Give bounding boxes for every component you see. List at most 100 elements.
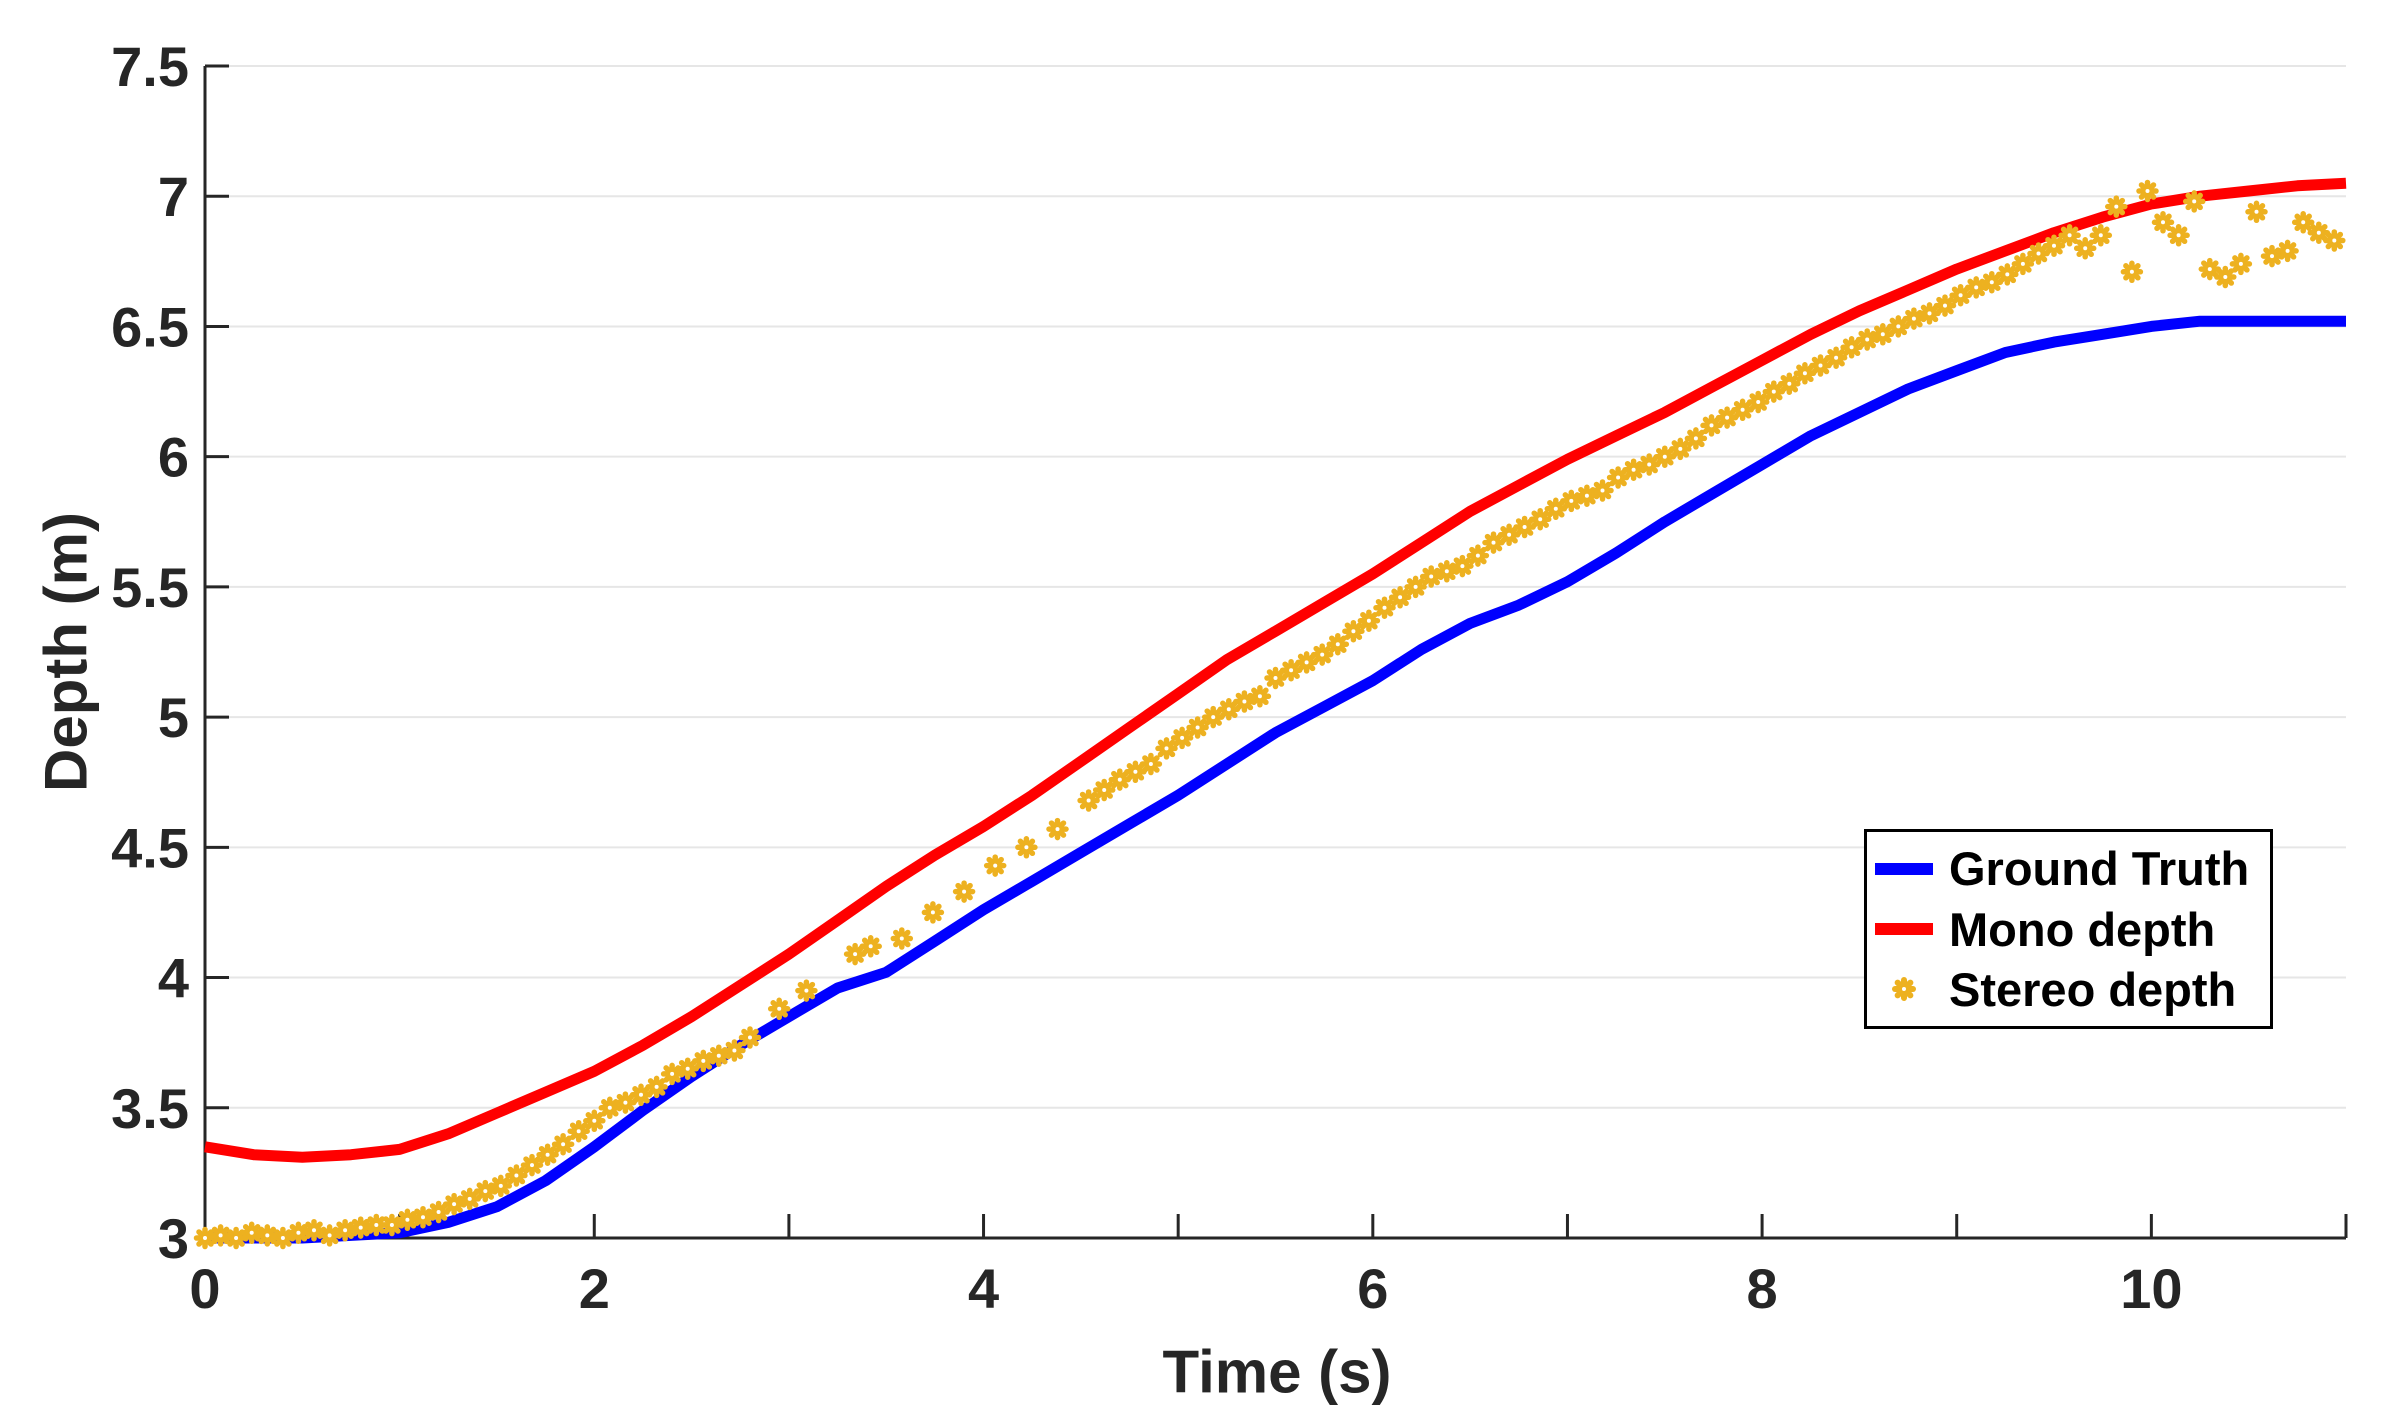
stereo-depth-marker-center — [2114, 204, 2119, 209]
stereo-depth-marker-center — [2176, 233, 2181, 238]
stereo-depth-marker-center — [296, 1230, 301, 1235]
stereo-depth-marker — [2260, 244, 2284, 268]
stereo-depth-marker — [1980, 270, 2004, 294]
stereo-depth-marker — [1606, 466, 1630, 489]
blue-line-icon — [1875, 862, 1933, 875]
stereo-depth-marker-center — [2145, 189, 2150, 193]
stereo-depth-marker — [1435, 560, 1459, 583]
stereo-depth-marker-center — [1725, 415, 1730, 420]
stereo-depth-marker-center — [1304, 660, 1309, 665]
stereo-depth-marker-center — [1366, 618, 1371, 623]
stereo-depth-marker-swatch — [1875, 977, 1933, 1002]
stereo-depth-marker-center — [498, 1183, 503, 1188]
stereo-depth-marker — [1575, 484, 1599, 507]
stereo-depth-marker-center — [1818, 363, 1823, 368]
stereo-depth-marker — [567, 1119, 590, 1143]
stereo-depth-marker-center — [1849, 345, 1854, 350]
ground-truth-line — [205, 315, 2346, 1244]
stereo-depth-marker — [1077, 789, 1100, 812]
stereo-depth-marker — [2027, 242, 2050, 265]
x-tick-label: 0 — [189, 1257, 220, 1320]
stereo-depth-marker-center — [623, 1100, 628, 1105]
stereo-depth-marker — [795, 979, 818, 1002]
legend-label-mono-depth: Mono depth — [1949, 902, 2216, 956]
stereo-depth-marker — [1528, 507, 1552, 531]
stereo-depth-marker-center — [701, 1058, 706, 1063]
stereo-depth-marker — [1419, 565, 1443, 588]
stereo-depth-marker — [1824, 346, 1848, 369]
stereo-depth-marker — [1046, 817, 1069, 841]
stereo-depth-marker-center — [1444, 569, 1449, 574]
stereo-depth-marker — [489, 1174, 513, 1198]
stereo-depth-marker-center — [2316, 230, 2321, 235]
stereo-depth-marker-center — [1382, 605, 1387, 610]
stereo-depth-marker-center — [777, 1006, 782, 1011]
stereo-depth-marker-center — [1257, 694, 1262, 699]
stereo-depth-marker — [1996, 263, 2019, 286]
stereo-depth-marker — [1544, 497, 1568, 521]
stereo-depth-marker — [333, 1218, 357, 1242]
stereo-depth-marker — [1279, 658, 1303, 682]
stereo-depth-marker-center — [1678, 446, 1683, 451]
stereo-depth-marker — [2323, 229, 2346, 252]
stereo-depth-marker-center — [1413, 584, 1418, 589]
stereo-depth-marker — [240, 1221, 263, 1245]
stereo-depth-marker — [1373, 596, 1396, 619]
stereo-depth-marker-center — [1211, 715, 1216, 720]
stereo-depth-marker-center — [467, 1196, 472, 1201]
stereo-depth-marker-center — [1927, 311, 1932, 316]
stereo-depth-marker-center — [249, 1230, 254, 1235]
stereo-depth-marker-center — [1787, 381, 1792, 386]
stereo-depth-marker — [2245, 200, 2268, 224]
stereo-depth-marker-center — [2052, 243, 2056, 248]
stereo-depth-marker — [2214, 265, 2237, 289]
stereo-depth-marker — [1466, 544, 1490, 567]
x-axis-label: Time (s) — [1162, 1338, 1392, 1406]
stereo-depth-marker-center — [639, 1092, 643, 1097]
stereo-depth-marker-center — [530, 1163, 534, 1168]
stereo-depth-marker — [614, 1091, 637, 1114]
stereo-depth-marker-center — [203, 1236, 207, 1240]
stereo-depth-marker — [1310, 643, 1334, 666]
stereo-depth-marker — [2105, 195, 2128, 218]
stereo-depth-marker — [1591, 479, 1614, 502]
legend-asterisk-center — [1902, 987, 1906, 992]
stereo-depth-marker — [1840, 336, 1863, 359]
stereo-depth-marker — [302, 1218, 326, 1242]
stereo-depth-marker — [2058, 224, 2081, 247]
stereo-depth-marker — [2042, 234, 2066, 257]
stereo-depth-marker — [676, 1057, 699, 1080]
stereo-depth-marker-center — [1164, 746, 1169, 751]
stereo-depth-marker-center — [1273, 676, 1278, 680]
stereo-depth-marker-center — [358, 1225, 363, 1230]
stereo-depth-marker-center — [343, 1228, 348, 1233]
stereo-depth-marker — [2307, 221, 2331, 244]
stereo-depth-marker-center — [1133, 769, 1138, 774]
stereo-depth-marker — [287, 1221, 310, 1245]
stereo-depth-marker-center — [1647, 462, 1652, 467]
legend-label-stereo-depth: Stereo depth — [1949, 962, 2237, 1016]
x-tick-label: 8 — [1747, 1257, 1778, 1320]
stereo-depth-marker — [983, 854, 1007, 877]
ground-truth-line-swatch — [1875, 857, 1933, 881]
stereo-depth-marker — [1637, 453, 1661, 476]
stereo-depth-marker-center — [1756, 400, 1761, 404]
stereo-depth-marker — [193, 1226, 217, 1250]
stereo-depth-marker-center — [1958, 293, 1963, 298]
stereo-depth-marker-center — [2020, 261, 2025, 266]
stereo-depth-marker-center — [1600, 488, 1605, 493]
stereo-depth-marker-center — [1055, 827, 1060, 832]
stereo-depth-marker-center — [312, 1228, 316, 1233]
y-tick-label: 6 — [158, 426, 189, 489]
stereo-depth-marker-center — [2129, 269, 2134, 274]
stereo-depth-marker-center — [2223, 275, 2228, 279]
stereo-depth-marker — [2120, 260, 2144, 284]
stereo-depth-marker-center — [2005, 272, 2010, 277]
stereo-depth-marker-center — [1771, 389, 1776, 394]
stereo-depth-marker — [1653, 445, 1677, 468]
stereo-depth-marker-center — [1974, 285, 1979, 290]
stereo-depth-marker — [2291, 211, 2315, 234]
stereo-depth-marker — [1482, 531, 1505, 554]
stereo-depth-marker — [2073, 237, 2097, 260]
stereo-depth-marker — [1108, 768, 1132, 791]
